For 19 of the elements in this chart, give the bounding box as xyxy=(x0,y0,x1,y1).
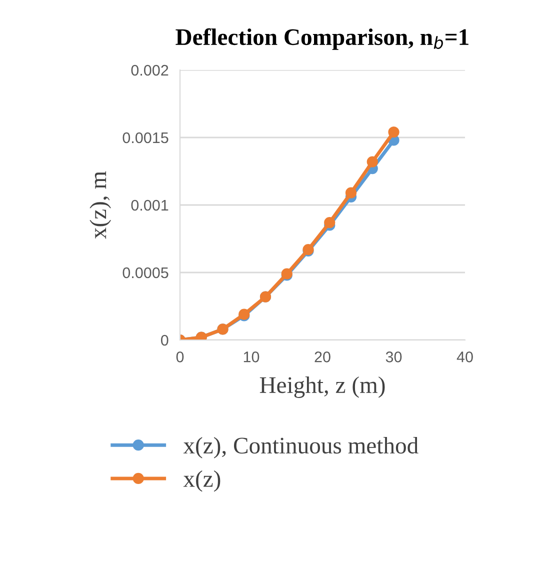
legend-label: x(z), Continuous method xyxy=(183,436,418,458)
x-tick-label: 20 xyxy=(314,352,330,362)
x-tick-label: 30 xyxy=(386,352,402,362)
x-tick-label: 0 xyxy=(176,352,184,362)
y-tick-label: 0.0005 xyxy=(122,267,168,278)
point xyxy=(388,126,400,138)
y-axis-title: x(z), m xyxy=(90,171,112,239)
point xyxy=(366,156,378,168)
y-tick-label: 0.0015 xyxy=(122,132,168,144)
x-axis-title: Height, z (m) xyxy=(260,376,385,398)
chart-title: Deflection Comparison, n$_{b}$=1 xyxy=(176,28,468,50)
point xyxy=(345,187,357,198)
point xyxy=(324,216,336,228)
y-tick-label: 0 xyxy=(160,334,168,346)
y-tick-label: 0.002 xyxy=(131,64,168,76)
legend-label: x(z) xyxy=(183,470,220,492)
y-tick-label: 0.001 xyxy=(131,200,168,211)
x-tick-label: 40 xyxy=(456,352,473,362)
x-tick-label: 10 xyxy=(244,352,260,362)
